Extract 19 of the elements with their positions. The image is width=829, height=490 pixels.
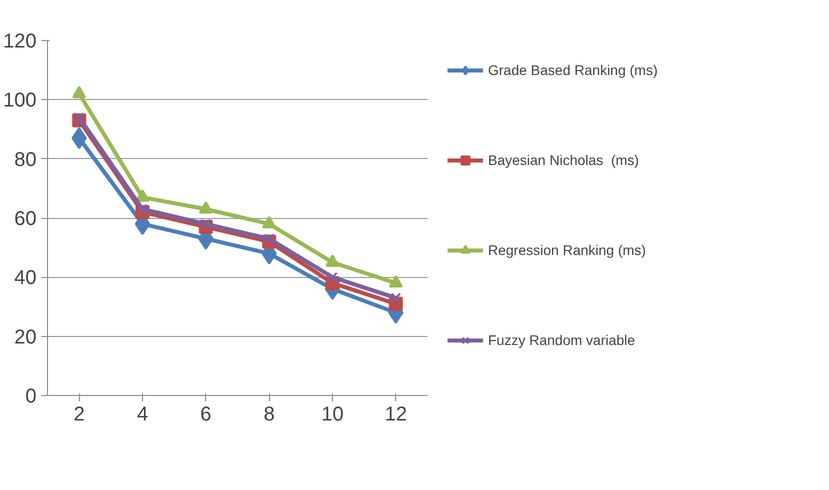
x-tick-label: 6 [200, 404, 212, 426]
x-tick-label: 10 [321, 404, 344, 426]
legend-label: Grade Based Ranking (ms) [488, 62, 658, 78]
x-tick-label: 4 [136, 404, 148, 426]
y-tick-label: 0 [25, 386, 36, 408]
y-tick-label: 100 [3, 90, 37, 112]
x-tick-label: 8 [264, 404, 275, 426]
x-tick-label: 12 [384, 404, 407, 426]
legend-label: Regression Ranking (ms) [488, 242, 646, 258]
y-tick-label: 40 [14, 267, 37, 290]
y-tick-label: 20 [14, 326, 37, 348]
legend-label: Bayesian Nicholas (ms) [488, 152, 639, 168]
y-tick-label: 80 [14, 148, 37, 171]
x-tick-label: 2 [74, 404, 85, 426]
y-tick-label: 120 [3, 30, 37, 52]
point [327, 272, 338, 282]
legend-label: Fuzzy Random variable [488, 332, 636, 348]
y-tick-label: 60 [14, 208, 37, 230]
point [390, 292, 402, 304]
